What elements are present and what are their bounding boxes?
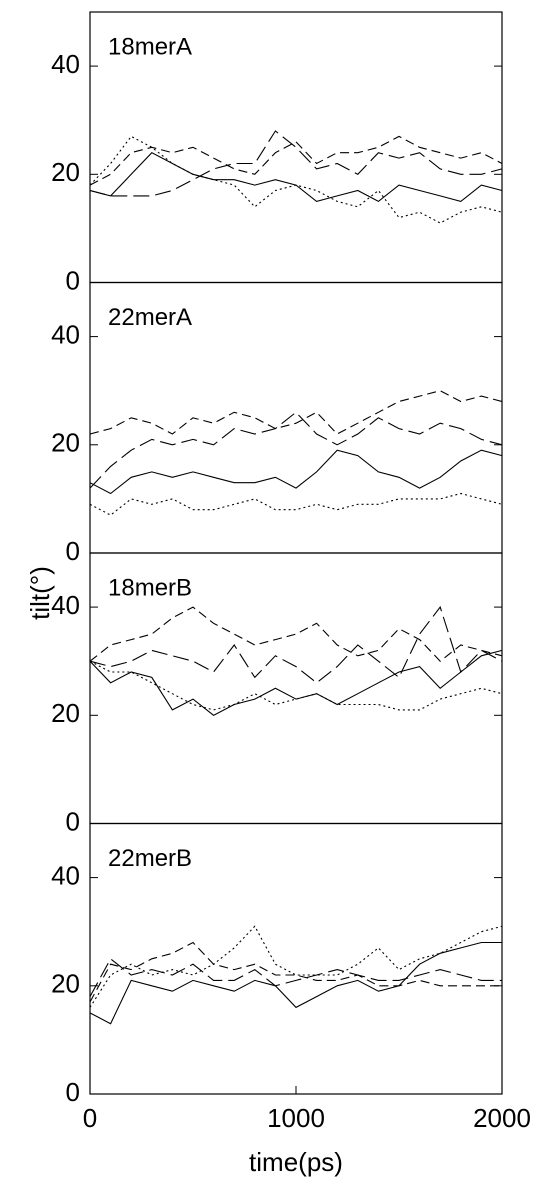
data-line xyxy=(89,660,503,711)
data-line xyxy=(89,957,502,997)
panel-title: 22merA xyxy=(108,304,192,331)
data-line xyxy=(89,130,503,197)
y-tick-label: 40 xyxy=(51,49,80,79)
y-tick-label: 0 xyxy=(66,536,80,566)
panel-title: 18merA xyxy=(108,33,192,60)
panel-title: 22merB xyxy=(108,845,192,872)
data-line xyxy=(89,152,503,203)
data-line xyxy=(89,135,503,224)
y-tick-label: 20 xyxy=(51,698,80,728)
y-tick-label: 0 xyxy=(66,1077,80,1107)
data-line xyxy=(89,449,503,495)
x-tick-label: 2000 xyxy=(473,1103,531,1133)
data-line xyxy=(89,925,503,1008)
x-tick-label: 0 xyxy=(83,1103,97,1133)
y-tick-label: 40 xyxy=(51,319,80,349)
y-axis-label: tilt(°) xyxy=(25,566,55,620)
y-tick-label: 20 xyxy=(51,969,80,999)
data-line xyxy=(89,135,503,186)
data-line xyxy=(89,492,503,516)
data-line xyxy=(89,649,503,716)
panel-title: 18merB xyxy=(108,574,192,601)
data-line xyxy=(89,411,503,489)
y-tick-label: 20 xyxy=(51,157,80,187)
data-line xyxy=(89,390,503,435)
y-tick-label: 0 xyxy=(66,265,80,295)
y-tick-label: 40 xyxy=(51,590,80,620)
data-line xyxy=(89,941,502,1003)
y-tick-label: 40 xyxy=(51,860,80,890)
x-tick-label: 1000 xyxy=(267,1103,325,1133)
data-line xyxy=(89,605,503,684)
y-tick-label: 0 xyxy=(66,806,80,836)
data-line xyxy=(89,941,502,1025)
x-axis-label: time(ps) xyxy=(249,1147,343,1177)
data-line xyxy=(89,606,503,662)
y-tick-label: 20 xyxy=(51,428,80,458)
